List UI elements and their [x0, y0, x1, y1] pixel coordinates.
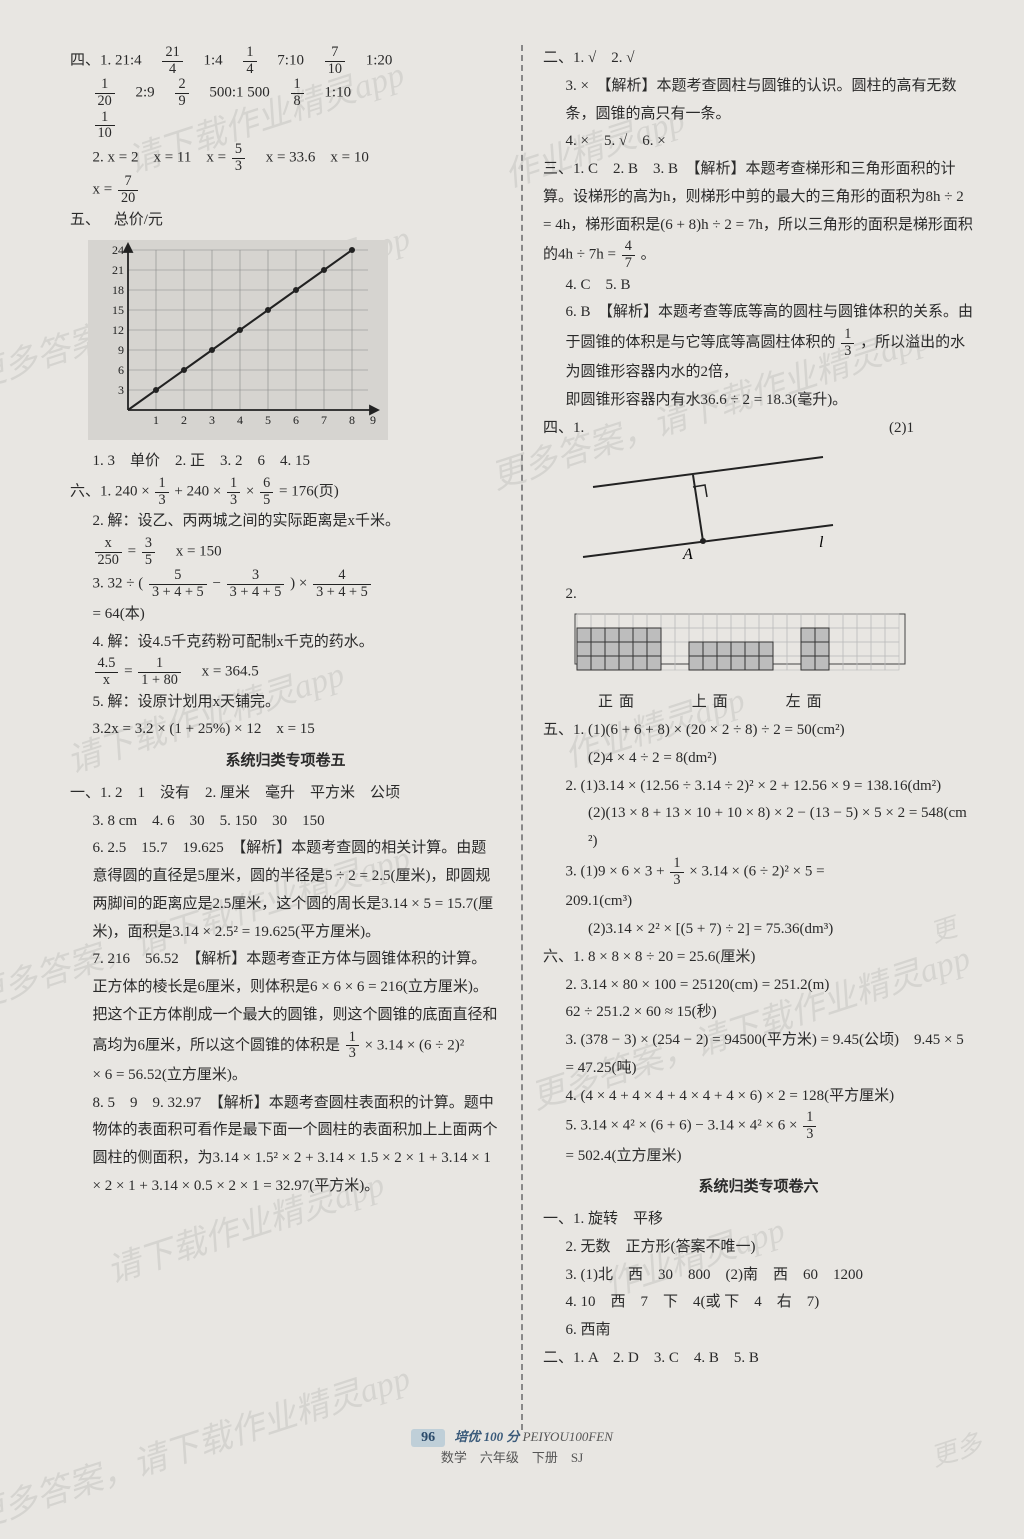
- svg-text:9: 9: [370, 413, 376, 427]
- svg-text:3: 3: [209, 413, 215, 427]
- svg-text:9: 9: [118, 343, 124, 357]
- text-line: 四、1. 21:4 214 1:4 14 7:10 710 1:20: [70, 45, 501, 77]
- text-line: 六、1. 240 × 13 + 240 × 13 × 65 = 176(页): [70, 476, 501, 508]
- text-line: = 502.4(立方厘米): [543, 1143, 974, 1171]
- text-line: 4.5x = 11 + 80 x = 364.5: [70, 656, 501, 688]
- text-line: 2. (1)3.14 × (12.56 ÷ 3.14 ÷ 2)² × 2 + 1…: [543, 773, 974, 801]
- text-line: 1. 3 单价 2. 正 3. 2 6 4. 15: [70, 448, 501, 476]
- grid-views: [573, 612, 974, 687]
- text-line: (2)(13 × 8 + 13 × 10 + 10 × 8) × 2 − (13…: [543, 800, 974, 856]
- text-line: 3.2x = 3.2 × (1 + 25%) × 12 x = 15: [70, 716, 501, 744]
- text-line: (2)4 × 4 ÷ 2 = 8(dm²): [543, 745, 974, 773]
- line-chart: 36 912 1518 2124 12 34 56 78 9: [88, 240, 388, 440]
- text-line: 一、1. 旋转 平移: [543, 1206, 974, 1234]
- view-labels: 正面 上面 左面: [598, 689, 974, 717]
- text-line: 8. 5 9 9. 32.97 【解析】本题考查圆柱表面积的计算。题中物体的表面…: [70, 1090, 501, 1201]
- text-line: 四、1. (2)1: [543, 415, 974, 443]
- text-line: 二、1. A 2. D 3. C 4. B 5. B: [543, 1345, 974, 1373]
- svg-text:4: 4: [237, 413, 243, 427]
- right-column: 二、1. √ 2. √ 3. × 【解析】本题考查圆柱与圆锥的认识。圆柱的高有无…: [543, 45, 974, 1430]
- svg-text:l: l: [819, 534, 824, 551]
- text-line: 4. 10 西 7 下 4(或 下 4 右 7): [543, 1289, 974, 1317]
- text-line: 六、1. 8 × 8 × 8 ÷ 20 = 25.6(厘米): [543, 944, 974, 972]
- svg-text:3: 3: [118, 383, 124, 397]
- text-line: 6. 西南: [543, 1317, 974, 1345]
- text-line: 2. 无数 正方形(答案不唯一): [543, 1234, 974, 1262]
- text-line: 4. (4 × 4 + 4 × 4 + 4 × 4 + 4 × 6) × 2 =…: [543, 1083, 974, 1111]
- text-line: 7. 216 56.52 【解析】本题考查正方体与圆锥体积的计算。正方体的棱长是…: [70, 946, 501, 1062]
- text-line: 120 2:9 29 500:1 500 18 1:10: [70, 77, 501, 109]
- svg-text:18: 18: [112, 283, 124, 297]
- text-line: 4. 解：设4.5千克药粉可配制x千克的药水。: [70, 629, 501, 657]
- column-divider: [521, 45, 523, 1430]
- text-line: x = 720: [70, 174, 501, 206]
- text-line: 3. 8 cm 4. 6 30 5. 150 30 150: [70, 808, 501, 836]
- text-line: 5. 解：设原计划用x天铺完。: [70, 689, 501, 717]
- text-line: 2. 解：设乙、丙两城之间的实际距离是x千米。: [70, 508, 501, 536]
- text-line: 62 ÷ 251.2 × 60 ≈ 15(秒): [543, 999, 974, 1027]
- text-line: x250 = 35 x = 150: [70, 536, 501, 568]
- svg-text:12: 12: [112, 323, 124, 337]
- text-line: (2)3.14 × 2² × [(5 + 7) ÷ 2] = 75.36(dm³…: [543, 916, 974, 944]
- svg-text:24: 24: [112, 243, 124, 257]
- page-content: 四、1. 21:4 214 1:4 14 7:10 710 1:20 120 2…: [70, 45, 974, 1430]
- text-line: 五、1. (1)(6 + 6 + 8) × (20 × 2 ÷ 8) ÷ 2 =…: [543, 717, 974, 745]
- text-line: 3. (1)北 西 30 800 (2)南 西 60 1200: [543, 1262, 974, 1290]
- text-line: 即圆锥形容器内有水36.6 ÷ 2 = 18.3(毫升)。: [543, 387, 974, 415]
- svg-text:21: 21: [112, 263, 124, 277]
- svg-text:2: 2: [181, 413, 187, 427]
- left-column: 四、1. 21:4 214 1:4 14 7:10 710 1:20 120 2…: [70, 45, 501, 1430]
- svg-text:7: 7: [321, 413, 327, 427]
- text-line: 一、1. 2 1 没有 2. 厘米 毫升 平方米 公顷: [70, 780, 501, 808]
- text-line: 二、1. √ 2. √: [543, 45, 974, 73]
- text-line: 3. (1)9 × 6 × 3 + 13 × 3.14 × (6 ÷ 2)² ×…: [543, 856, 974, 888]
- text-line: 4. C 5. B: [543, 272, 974, 300]
- text-line: 6. 2.5 15.7 19.625 【解析】本题考查圆的相关计算。由题意得圆的…: [70, 835, 501, 946]
- svg-text:8: 8: [349, 413, 355, 427]
- svg-text:5: 5: [265, 413, 271, 427]
- text-line: 2. 3.14 × 80 × 100 = 25120(cm) = 251.2(m…: [543, 972, 974, 1000]
- text-line: 五、 总价/元: [70, 207, 501, 235]
- svg-text:A: A: [682, 546, 693, 563]
- text-line: 3. × 【解析】本题考查圆柱与圆锥的认识。圆柱的高有无数条，圆锥的高只有一条。: [543, 73, 974, 129]
- text-line: 2.: [543, 581, 974, 609]
- section-title: 系统归类专项卷五: [70, 748, 501, 776]
- page-footer: 96 培优 100 分 PEIYOU100FEN 数学 六年级 下册 SJ: [0, 1426, 1024, 1466]
- text-line: 3. 32 ÷ ( 53 + 4 + 5 − 33 + 4 + 5 ) × 43…: [70, 568, 501, 600]
- text-line: 6. B 【解析】本题考查等底等高的圆柱与圆锥体积的关系。由于圆锥的体积是与它等…: [543, 299, 974, 387]
- text-line: 4. × 5. √ 6. ×: [543, 128, 974, 156]
- text-line: 三、1. C 2. B 3. B 【解析】本题考查梯形和三角形面积的计算。设梯形…: [543, 156, 974, 272]
- geometry-diagram: A l: [573, 447, 853, 577]
- section-title: 系统归类专项卷六: [543, 1174, 974, 1202]
- page-number: 96: [411, 1429, 445, 1447]
- text-line: 3. (378 − 3) × (254 − 2) = 94500(平方米) = …: [543, 1027, 974, 1083]
- text-line: × 6 = 56.52(立方厘米)。: [70, 1062, 501, 1090]
- svg-text:6: 6: [293, 413, 299, 427]
- svg-text:15: 15: [112, 303, 124, 317]
- text-line: 5. 3.14 × 4² × (6 + 6) − 3.14 × 4² × 6 ×…: [543, 1110, 974, 1142]
- text-line: 2. x = 2 x = 11 x = 53 x = 33.6 x = 10: [70, 142, 501, 174]
- text-line: 110: [70, 110, 501, 142]
- chart-ylabel: 总价/元: [114, 212, 163, 228]
- svg-text:6: 6: [118, 363, 124, 377]
- svg-text:1: 1: [153, 413, 159, 427]
- text-line: 209.1(cm³): [543, 888, 974, 916]
- text-line: = 64(本): [70, 601, 501, 629]
